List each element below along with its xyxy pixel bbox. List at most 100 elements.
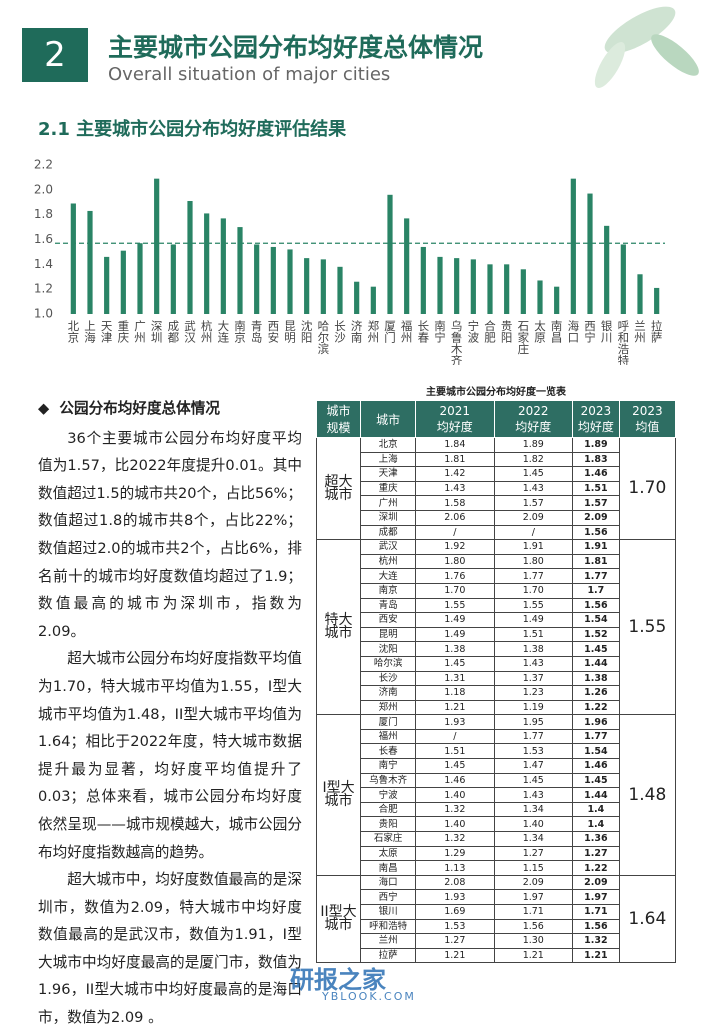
table-cell: 杭州 xyxy=(360,553,417,570)
bar xyxy=(70,203,76,314)
x-tick-label: 乌鲁木齐 xyxy=(450,319,464,365)
table-cell: 厦门 xyxy=(360,714,417,730)
table-cell: 1.44 xyxy=(572,655,620,672)
bar xyxy=(220,218,226,314)
y-tick-label: 1.6 xyxy=(34,232,53,246)
table-cell: 1.70 xyxy=(493,582,574,599)
table-cell: 沈阳 xyxy=(360,641,417,657)
table-row: 昆明 1.49 1.51 1.52 xyxy=(317,626,676,643)
table-cell: 1.46 xyxy=(572,466,620,482)
table-row: II型大 城市 海口 2.08 2.09 2.09 1.64 xyxy=(315,874,677,964)
group-name: II型大 城市 xyxy=(315,874,362,964)
page-subtitle: Overall situation of major cities xyxy=(108,64,391,85)
table-cell: 长沙 xyxy=(360,670,417,687)
bar xyxy=(454,258,460,314)
table-cell: 西宁 xyxy=(360,889,417,905)
table-cell: 1.32 xyxy=(415,801,495,818)
table-cell: 1.91 xyxy=(493,539,574,555)
table-cell: 呼和浩特 xyxy=(360,918,417,935)
table-cell: 1.53 xyxy=(493,743,574,760)
bar xyxy=(154,178,160,314)
text-heading: ◆ 公园分布均好度总体情况 xyxy=(38,400,220,417)
paragraph: 超大城市中，均好度数值最高的是深圳市，数值为2.09，特大城市中均好度数值最高的… xyxy=(38,871,302,1027)
table-cell: 1.27 xyxy=(493,845,574,862)
table-header: 城市 规模 xyxy=(315,400,362,438)
section-title: 2.1 主要城市公园分布均好度评估结果 xyxy=(38,119,347,140)
table-row: 超大 城市 北京 1.84 1.89 1.89 1.70 xyxy=(315,436,677,541)
table-cell: 1.40 xyxy=(493,816,574,833)
table-cell: 1.38 xyxy=(572,670,620,687)
table-cell: 1.57 xyxy=(493,495,574,511)
table-cell: 1.71 xyxy=(572,904,620,920)
table-cell: 1.55 xyxy=(415,597,495,614)
table: 城市 规模 城市 2021 均好度 2022 均好度 2023 均好度 2023 均值 超大… xyxy=(315,400,677,964)
table-cell: 1.46 xyxy=(415,772,495,789)
group-mean: 1.48 xyxy=(618,714,677,876)
bar xyxy=(170,244,176,314)
x-tick-label: 重庆 xyxy=(116,319,130,344)
table-cell: / xyxy=(493,524,574,541)
bar xyxy=(304,258,310,314)
x-tick-label: 福州 xyxy=(400,319,414,343)
table-cell: 1.91 xyxy=(572,539,620,555)
section-number: 2 xyxy=(22,28,88,82)
x-tick-label: 沈阳 xyxy=(300,319,314,343)
table-cell: 南京 xyxy=(360,582,417,599)
table-cell: 1.42 xyxy=(415,466,495,482)
table-cell: 1.15 xyxy=(493,860,574,876)
table-row: 重庆 1.43 1.43 1.51 xyxy=(317,480,676,497)
table-cell: / xyxy=(415,524,495,541)
y-tick-label: 1.8 xyxy=(34,207,53,221)
x-tick-label: 南宁 xyxy=(433,319,447,343)
table-cell: 1.26 xyxy=(572,685,620,701)
table-cell: 1.19 xyxy=(493,699,574,716)
table-row: 宁波 1.40 1.43 1.44 xyxy=(317,787,676,803)
table-cell: 1.96 xyxy=(572,714,620,730)
bar xyxy=(437,256,443,314)
table-cell: 1.30 xyxy=(493,933,574,949)
table-cell: 2.06 xyxy=(415,509,495,526)
table-cell: 2.08 xyxy=(415,874,495,891)
table-row: 南昌 1.13 1.15 1.22 xyxy=(317,860,676,876)
watermark: 研报之家 xyxy=(290,966,386,994)
x-tick-label: 长沙 xyxy=(333,320,347,343)
table-row: 贵阳 1.40 1.40 1.4 xyxy=(317,816,676,833)
table-cell: 1.45 xyxy=(493,466,574,482)
bar xyxy=(570,178,576,314)
table-cell: 1.53 xyxy=(415,918,495,935)
table-cell: 1.89 xyxy=(572,437,620,453)
table-row: I型大 城市 厦门 1.93 1.95 1.96 1.48 xyxy=(315,714,677,876)
page-title: 主要城市公园分布均好度总体情况 xyxy=(108,33,484,62)
bar xyxy=(287,249,293,314)
table-cell: 兰州 xyxy=(360,933,417,949)
table-cell: 1.71 xyxy=(493,904,574,920)
table-cell: 1.92 xyxy=(415,539,495,555)
table-cell: 1.45 xyxy=(415,758,495,774)
bar xyxy=(420,246,426,314)
x-tick-label: 南京 xyxy=(233,319,247,344)
bar xyxy=(604,225,610,314)
table-cell: / xyxy=(415,728,495,745)
y-tick-label: 2.2 xyxy=(34,158,53,172)
table-cell: 广州 xyxy=(360,495,417,511)
table-cell: 2.09 xyxy=(493,509,574,526)
bar xyxy=(320,259,326,314)
table-cell: 贵阳 xyxy=(360,816,417,833)
x-tick-label: 青岛 xyxy=(250,320,264,344)
x-tick-label: 海口 xyxy=(566,319,580,343)
watermark-url: YBLOOK.COM xyxy=(322,990,416,1003)
table-cell: 海口 xyxy=(360,874,417,891)
bar xyxy=(587,193,593,314)
table-row: 福州/1.77 1.77 xyxy=(317,728,676,745)
bar xyxy=(337,266,343,314)
table-cell: 1.56 xyxy=(572,597,620,614)
table-header: 2023 均值 xyxy=(618,400,677,438)
table-cell: 1.46 xyxy=(572,758,620,774)
table-cell: 太原 xyxy=(360,845,417,862)
x-tick-label: 济南 xyxy=(350,319,364,343)
table-cell: 1.56 xyxy=(572,918,620,935)
table-cell: 1.32 xyxy=(572,933,620,949)
table-row: 拉萨 1.21 1.21 1.21 xyxy=(317,947,676,964)
table-cell: 1.22 xyxy=(572,699,620,716)
table-cell: 1.69 xyxy=(415,904,495,920)
